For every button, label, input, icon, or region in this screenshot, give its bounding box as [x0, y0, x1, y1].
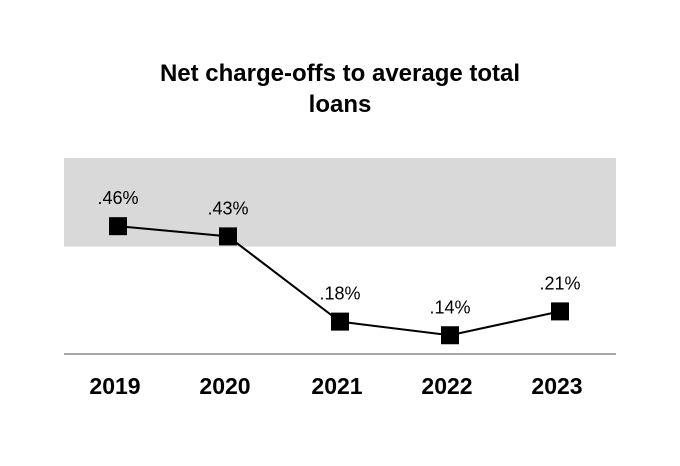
x-tick-label: 2020 — [199, 373, 250, 399]
x-tick-label: 2022 — [421, 373, 472, 399]
chart-title-line-1: Net charge-offs to average total — [159, 60, 521, 87]
data-point-marker — [551, 302, 569, 321]
data-label-layer: .46% .43% .18% .14% .21% — [97, 188, 580, 317]
data-label: .14% — [429, 297, 470, 317]
data-point-marker — [219, 227, 237, 246]
x-tick-label: 2021 — [311, 373, 362, 399]
data-label: .18% — [319, 284, 360, 304]
data-label: .46% — [97, 188, 138, 208]
x-tick-label: 2023 — [531, 373, 582, 399]
shaded-band — [64, 158, 616, 247]
chart-title-line-2: loans — [308, 91, 372, 118]
shaded-band-layer — [64, 158, 616, 247]
chart-title: Net charge-offs to average total loans — [110, 58, 570, 120]
tick-label-layer: 2019 2020 2021 2022 2023 — [89, 373, 582, 399]
marker-layer — [109, 217, 569, 345]
x-tick-label: 2019 — [89, 373, 140, 399]
data-label: .43% — [207, 198, 248, 218]
data-point-marker — [109, 217, 127, 236]
data-point-marker — [441, 326, 459, 345]
data-point-marker — [331, 312, 349, 331]
data-label: .21% — [539, 273, 580, 293]
